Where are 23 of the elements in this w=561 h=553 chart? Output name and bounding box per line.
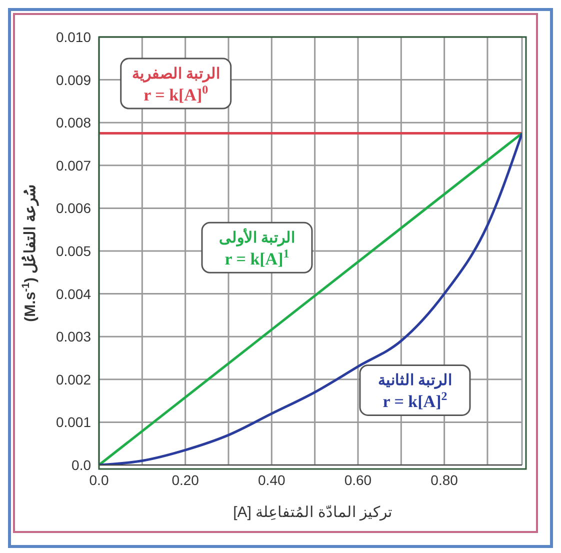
y-tick-label: 0.008 (56, 114, 92, 131)
y-tick-label: 0.007 (56, 157, 92, 174)
y-tick-label: 0.0 (72, 456, 92, 473)
y-tick-label: 0.010 (56, 28, 92, 45)
y-tick-label: 0.006 (56, 200, 92, 216)
x-tick-label: 0.40 (258, 472, 286, 488)
annotation: r = k[A]$^{1}$ (224, 246, 290, 269)
y-tick-label: 0.002 (56, 371, 92, 388)
y-tick-label: 0.001 (56, 414, 92, 430)
x-tick-label: 0.20 (172, 472, 200, 488)
x-axis-title: تركيز المادّة المُتفاعِلة [A] (233, 504, 392, 521)
annotation: r = k[A]$^{2}$ (382, 389, 448, 412)
x-tick-label: 0.60 (344, 472, 372, 488)
x-tick-label: 0.80 (430, 472, 458, 488)
series-label: الرتبة الثانية (378, 372, 452, 390)
y-tick-label: 0.004 (56, 286, 92, 302)
text: الرتبة الصفرية (132, 66, 220, 83)
y-tick-label: 0.003 (56, 328, 92, 345)
x-tick-label: 0.0 (89, 472, 109, 488)
y-tick-label: 0.009 (56, 72, 92, 88)
y-tick-label: 0.005 (56, 242, 92, 259)
text: الرتبة الأولى (218, 228, 296, 247)
annotation: r = k[A]$^{0}$ (144, 82, 208, 105)
